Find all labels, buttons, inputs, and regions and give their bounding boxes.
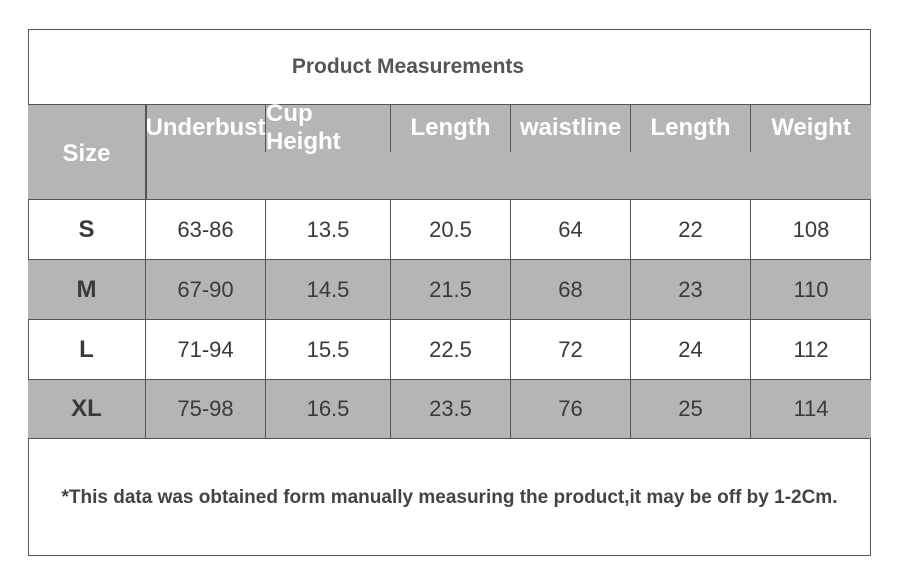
data-cell: 108	[751, 200, 871, 260]
data-cell: 112	[751, 320, 871, 380]
data-cell: 114	[751, 380, 871, 439]
column-header: Weight	[771, 114, 851, 141]
data-cell: 72	[511, 320, 631, 380]
data-cell: 23.5	[391, 380, 511, 439]
data-cell: 110	[751, 260, 871, 320]
size-cell: XL	[28, 380, 146, 439]
data-cell: 14.5	[266, 260, 391, 320]
data-cell: 25	[631, 380, 751, 439]
header-divider	[146, 104, 147, 200]
data-cell: 71-94	[146, 320, 266, 380]
data-cell: 75-98	[146, 380, 266, 439]
data-cell: 24	[631, 320, 751, 380]
data-cell: 16.5	[266, 380, 391, 439]
column-header: Length	[631, 104, 751, 152]
data-cell: 15.5	[266, 320, 391, 380]
data-cell: 22.5	[391, 320, 511, 380]
column-header: waistline	[511, 104, 631, 152]
size-cell: L	[28, 320, 146, 380]
size-cell: S	[28, 200, 146, 260]
data-cell: 22	[631, 200, 751, 260]
column-header: Cup Height	[266, 100, 391, 155]
size-cell: M	[28, 260, 146, 320]
data-cell: 68	[511, 260, 631, 320]
footnote: *This data was obtained form manually me…	[61, 487, 838, 508]
table-title: Product Measurements	[291, 54, 525, 78]
data-cell: 21.5	[391, 260, 511, 320]
header-band	[28, 104, 871, 200]
column-header: Underbust	[146, 104, 266, 152]
column-header: Length	[391, 104, 511, 152]
data-cell: 23	[631, 260, 751, 320]
data-cell: 63-86	[146, 200, 266, 260]
data-cell: 13.5	[266, 200, 391, 260]
data-cell: 76	[511, 380, 631, 439]
column-header: Size	[28, 104, 146, 200]
data-cell: 67-90	[146, 260, 266, 320]
data-cell: 64	[511, 200, 631, 260]
data-cell: 20.5	[391, 200, 511, 260]
